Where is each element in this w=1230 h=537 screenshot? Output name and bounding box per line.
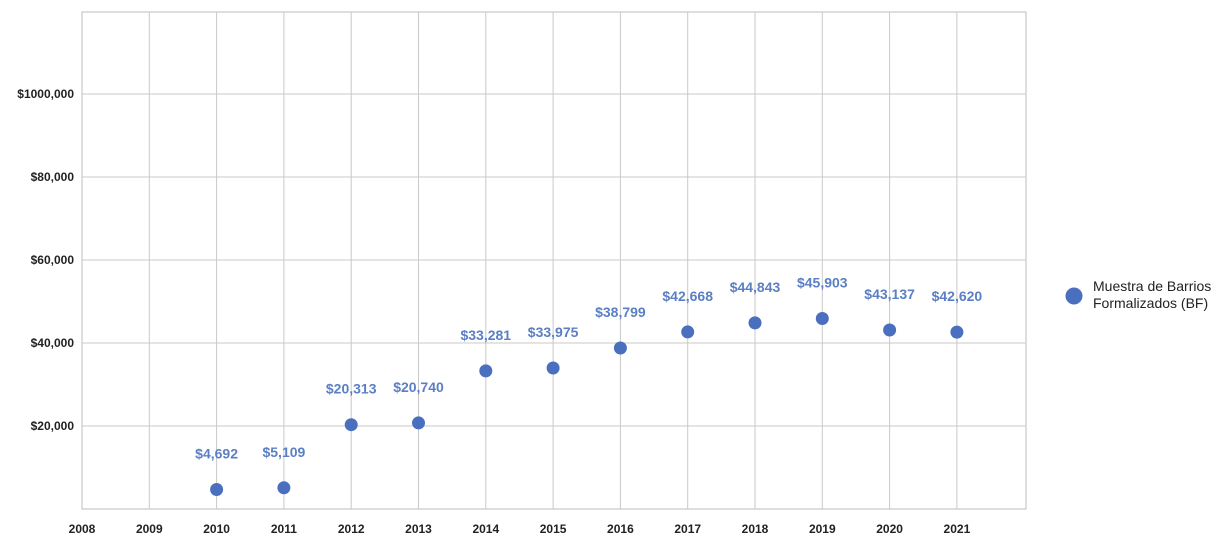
x-axis-ticks: 2008 2009 2010 2011 2012 2013 2014 2015 2016 2017… (69, 522, 971, 536)
data-label: $43,137 (864, 286, 915, 302)
x-tick-label: 2018 (742, 522, 769, 536)
y-tick-label: $40,000 (31, 336, 75, 350)
legend-label: Formalizados (BF) (1093, 295, 1208, 311)
data-point (277, 481, 291, 495)
data-label: $38,799 (595, 304, 646, 320)
data-label: $44,843 (730, 279, 781, 295)
data-label: $33,975 (528, 324, 579, 340)
data-point (412, 416, 425, 430)
data-point (210, 483, 224, 497)
y-tick-label: $1000,000 (17, 87, 74, 101)
data-label: $20,740 (393, 379, 444, 395)
y-tick-label: $20,000 (31, 419, 75, 433)
x-tick-label: 2015 (540, 522, 567, 536)
grid (81, 11, 1027, 510)
data-point (748, 316, 762, 330)
x-tick-label: 2010 (203, 522, 230, 536)
x-tick-label: 2019 (809, 522, 836, 536)
x-tick-label: 2013 (405, 522, 432, 536)
data-labels: $4,692 $5,109 $20,313 $20,740 $33,281 $33,975… (195, 275, 982, 462)
data-label: $4,692 (195, 446, 238, 462)
data-label: $33,281 (460, 327, 511, 343)
legend-marker (1065, 287, 1083, 305)
x-tick-label: 2016 (607, 522, 634, 536)
x-tick-label: 2020 (876, 522, 903, 536)
data-label: $5,109 (262, 444, 305, 460)
x-tick-label: 2012 (338, 522, 365, 536)
y-tick-label: $80,000 (31, 170, 75, 184)
x-tick-label: 2014 (472, 522, 499, 536)
data-points (210, 312, 964, 497)
x-tick-label: 2017 (674, 522, 701, 536)
data-point (546, 361, 560, 375)
data-label: $42,620 (932, 288, 983, 304)
x-tick-label: 2008 (69, 522, 96, 536)
data-label: $45,903 (797, 275, 848, 291)
x-tick-label: 2009 (136, 522, 163, 536)
x-tick-label: 2021 (944, 522, 971, 536)
x-tick-label: 2011 (271, 522, 297, 536)
data-point (883, 323, 897, 337)
data-label: $42,668 (662, 288, 713, 304)
data-label: $20,313 (326, 381, 377, 397)
data-point (681, 325, 695, 339)
data-point (950, 325, 964, 339)
data-point (613, 341, 627, 355)
data-point (815, 312, 829, 326)
data-point (479, 364, 493, 378)
legend-label: Muestra de Barrios (1093, 278, 1211, 294)
data-point (344, 418, 358, 432)
y-tick-label: $60,000 (31, 253, 75, 267)
y-axis-ticks: $20,000 $40,000 $60,000 $80,000 $1000,000 (17, 87, 74, 433)
